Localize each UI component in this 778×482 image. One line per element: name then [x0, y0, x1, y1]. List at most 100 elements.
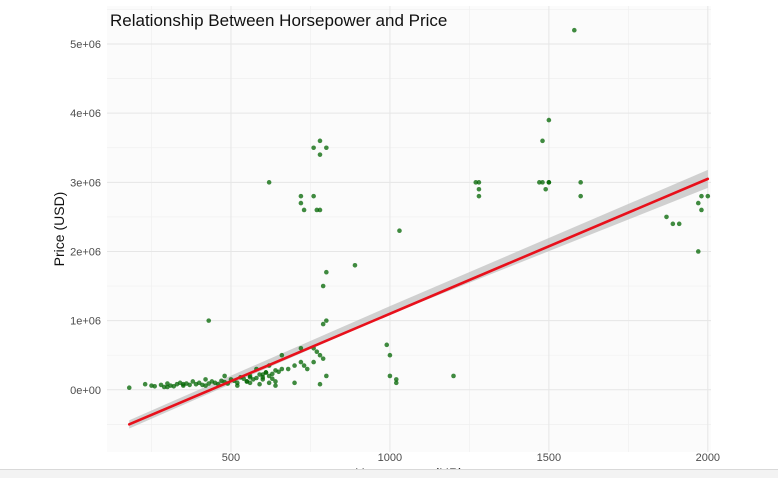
data-point — [298, 359, 304, 365]
data-point — [244, 379, 250, 384]
data-point — [578, 193, 583, 199]
data-point — [266, 380, 272, 386]
data-point — [247, 375, 253, 380]
data-point — [476, 186, 482, 192]
data-point — [203, 383, 208, 388]
data-point — [301, 363, 307, 368]
data-point — [276, 369, 281, 375]
data-point — [304, 366, 310, 372]
window-bottom-bar — [0, 469, 778, 478]
data-point — [317, 138, 323, 144]
data-point — [320, 283, 326, 289]
data-point — [670, 221, 676, 227]
data-point — [254, 375, 259, 381]
data-point — [540, 180, 545, 185]
data-point — [317, 352, 323, 358]
data-point — [324, 269, 329, 275]
data-point — [664, 214, 669, 220]
data-point — [537, 180, 542, 185]
data-point — [152, 384, 157, 389]
data-point — [384, 342, 390, 348]
data-point — [324, 145, 329, 151]
data-point — [285, 366, 291, 372]
data-point — [546, 180, 552, 185]
data-point — [298, 193, 304, 199]
data-point — [311, 359, 316, 365]
data-point — [270, 371, 275, 377]
data-point — [270, 376, 275, 382]
y-tick-label: 5e+06 — [70, 39, 101, 51]
data-point — [279, 366, 285, 372]
data-point — [165, 384, 170, 390]
data-point — [387, 373, 393, 379]
data-point — [451, 373, 456, 379]
data-point — [235, 383, 240, 388]
trend-line — [127, 177, 710, 426]
data-point — [161, 384, 167, 390]
panel-background — [107, 6, 711, 452]
x-tick-label: 500 — [222, 452, 240, 464]
data-point — [311, 145, 316, 151]
data-point — [273, 383, 278, 388]
data-point — [311, 193, 316, 199]
data-point — [260, 372, 266, 377]
data-point — [317, 381, 323, 387]
y-tick-label: 0e+00 — [70, 385, 101, 397]
data-point — [397, 228, 402, 234]
data-point — [273, 379, 278, 384]
data-point — [695, 200, 701, 206]
minor-grid — [107, 6, 711, 452]
data-point — [180, 381, 186, 387]
data-point — [314, 349, 320, 355]
data-point — [187, 382, 192, 388]
data-point — [473, 180, 479, 185]
x-tick-labels: 500 1000 1500 2000 — [222, 452, 720, 464]
data-point — [298, 345, 304, 351]
data-point — [578, 180, 583, 185]
chart-title: Relationship Between Horsepower and Pric… — [110, 11, 447, 30]
data-point — [572, 27, 577, 33]
data-point — [695, 249, 701, 254]
data-point — [126, 385, 132, 390]
data-point — [266, 180, 272, 185]
data-point — [324, 373, 329, 379]
data-point — [387, 352, 393, 358]
data-point — [314, 207, 320, 213]
data-point — [699, 207, 704, 213]
data-point — [260, 377, 266, 382]
data-point — [393, 377, 399, 382]
data-point — [190, 379, 196, 384]
data-point — [292, 363, 297, 368]
data-point — [543, 186, 548, 192]
data-point — [257, 372, 262, 377]
data-point — [203, 377, 208, 382]
data-point — [699, 193, 704, 199]
data-point — [393, 380, 399, 386]
data-point — [320, 321, 326, 327]
y-tick-labels: 0e+00 1e+06 2e+06 3e+06 4e+06 5e+06 — [70, 39, 101, 397]
y-tick-label: 2e+06 — [70, 246, 101, 258]
data-point — [540, 138, 545, 144]
data-point — [142, 381, 148, 387]
data-point — [476, 193, 482, 199]
data-point — [320, 356, 326, 361]
y-tick-label: 3e+06 — [70, 177, 101, 189]
data-point — [352, 263, 358, 268]
data-point — [476, 180, 482, 185]
y-tick-label: 4e+06 — [70, 108, 101, 120]
y-axis-label: Price (USD) — [51, 192, 67, 267]
y-tick-label: 1e+06 — [70, 316, 101, 328]
data-point — [705, 193, 711, 199]
data-point — [292, 380, 297, 386]
data-point — [206, 318, 212, 323]
data-point — [676, 221, 682, 227]
x-tick-label: 1500 — [537, 452, 561, 464]
data-point — [298, 200, 304, 206]
data-point — [317, 207, 323, 213]
x-tick-label: 1000 — [378, 452, 402, 464]
x-tick-label: 2000 — [696, 452, 720, 464]
data-point — [546, 117, 552, 123]
data-point — [279, 352, 285, 358]
